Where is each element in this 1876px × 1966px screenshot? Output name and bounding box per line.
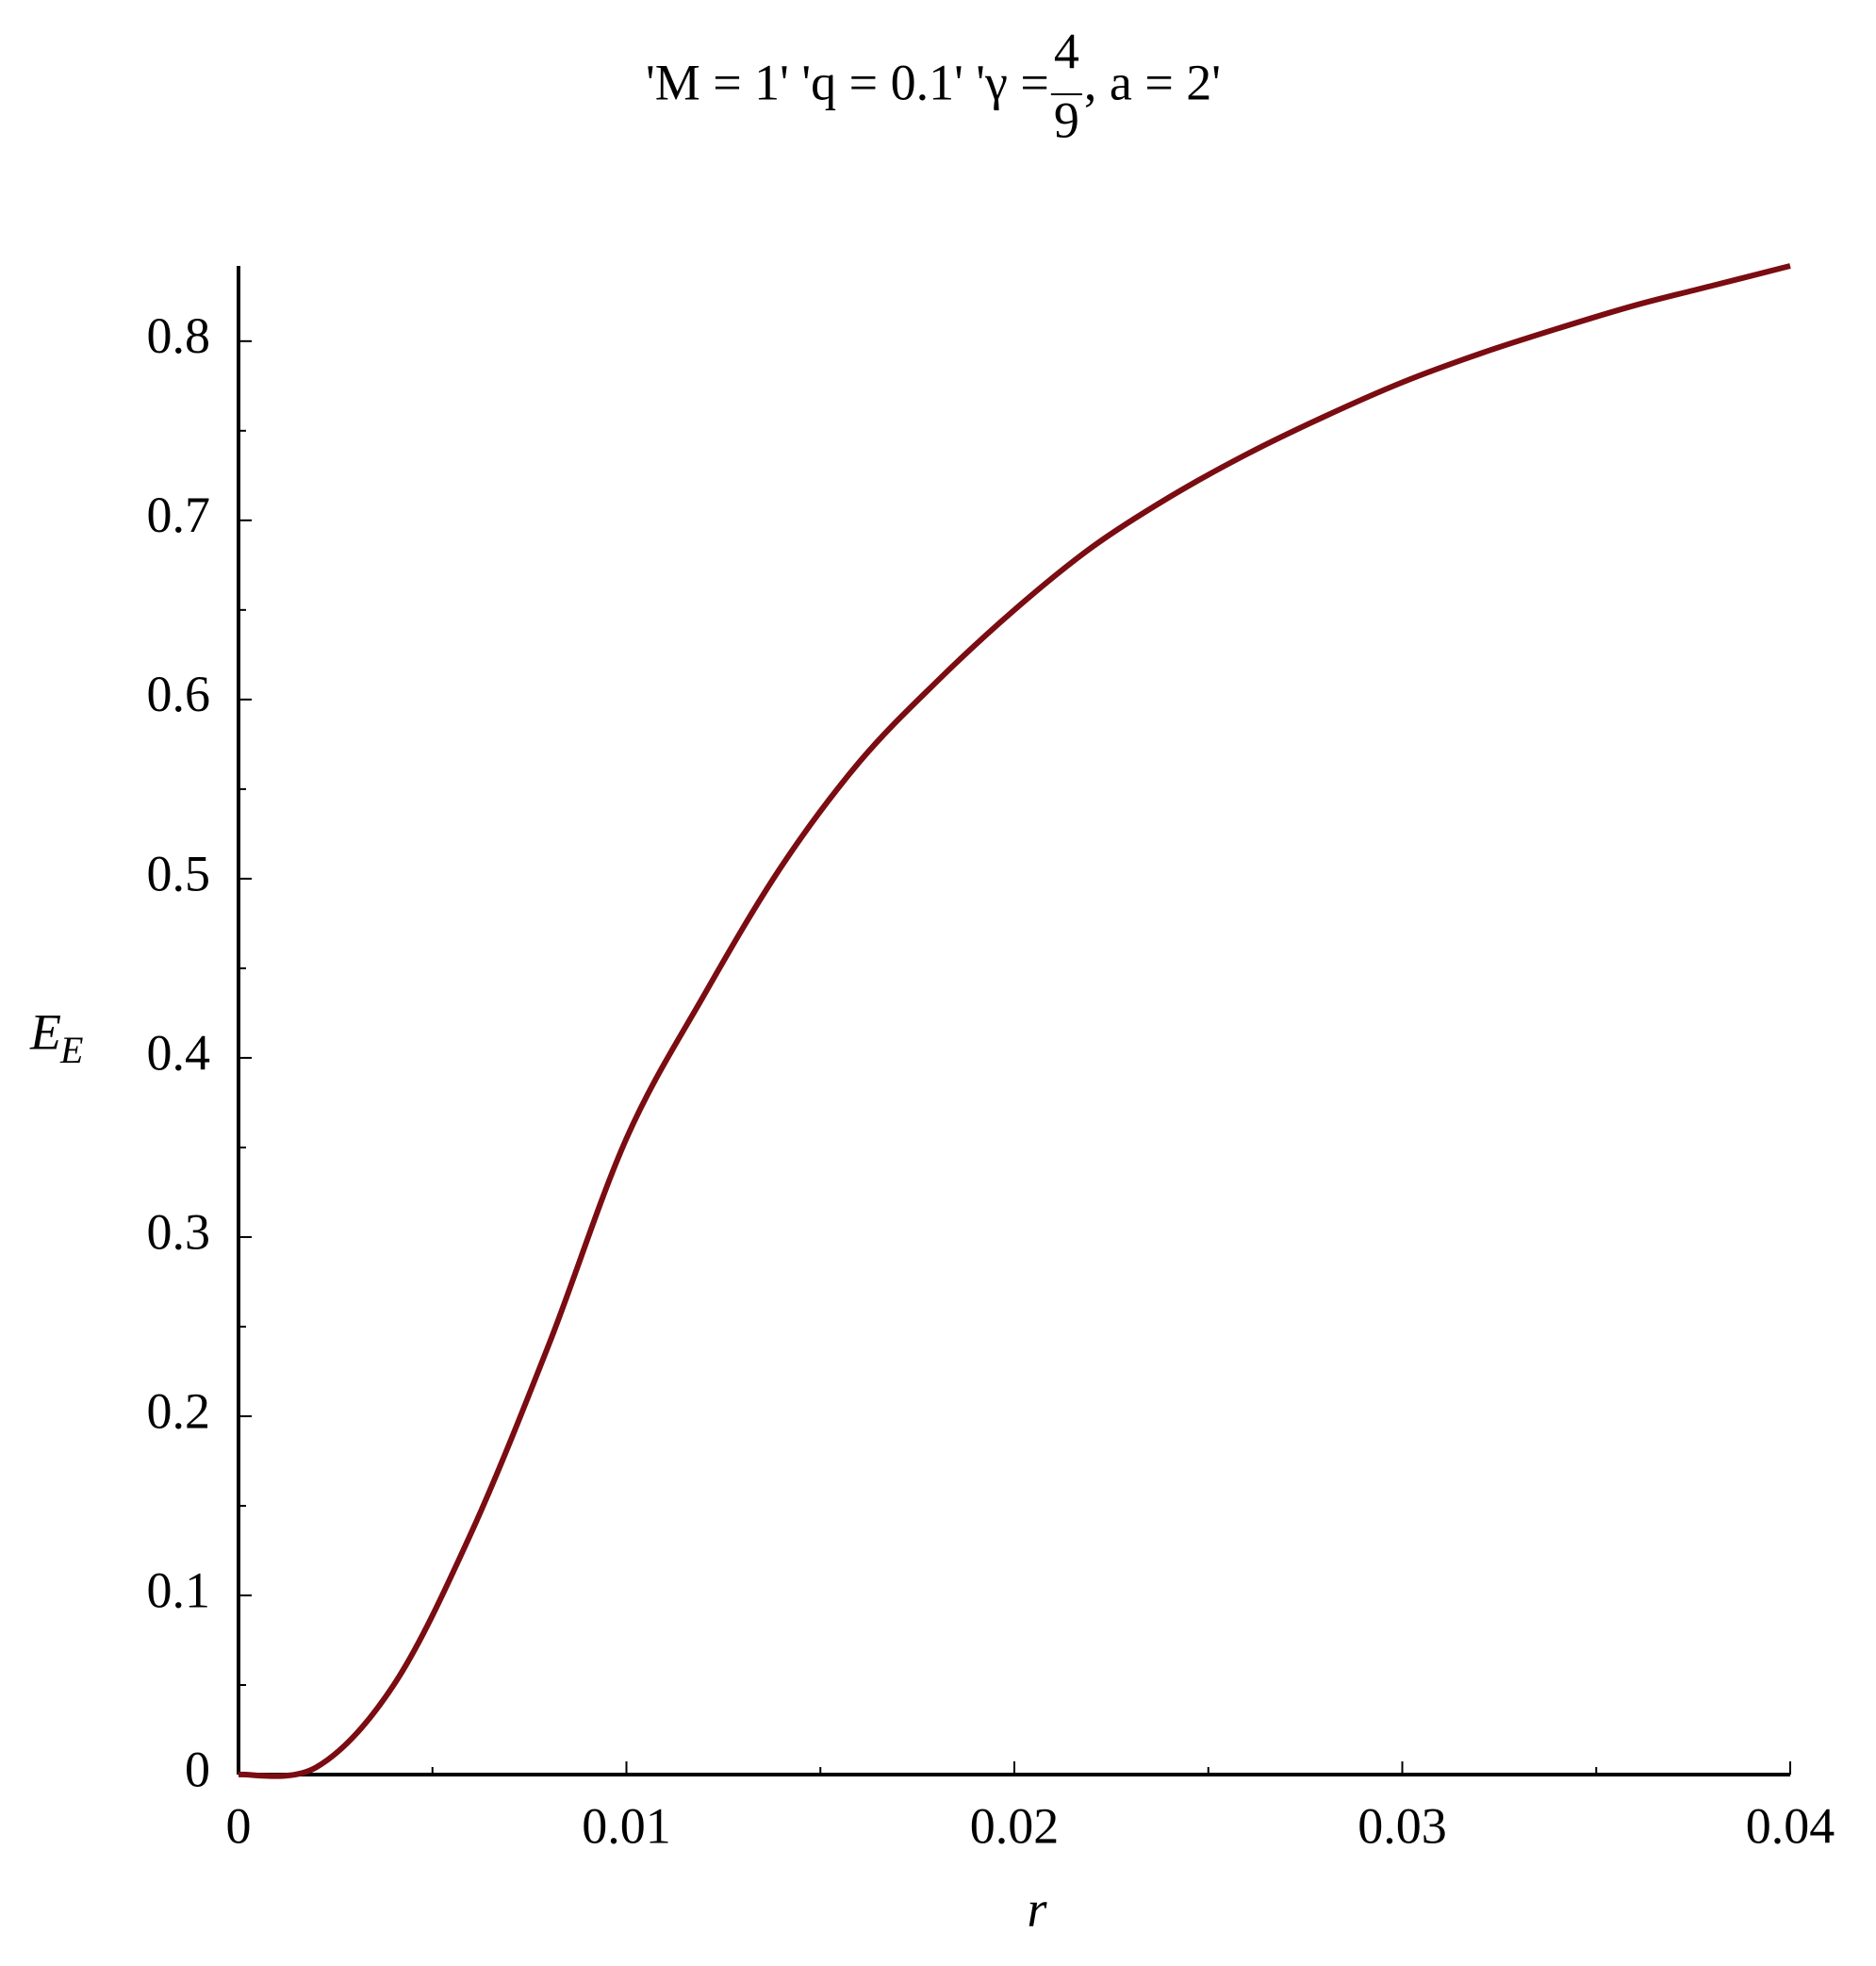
title-denominator: 9 bbox=[1054, 91, 1079, 148]
chart-title-end: , a = 2' bbox=[1084, 54, 1221, 110]
x-tick-label: 0.03 bbox=[1358, 1797, 1447, 1854]
x-tick-label: 0.02 bbox=[970, 1797, 1060, 1854]
y-tick-label: 0 bbox=[185, 1741, 210, 1797]
title-numerator: 4 bbox=[1054, 23, 1079, 79]
y-tick-label: 0.3 bbox=[147, 1203, 211, 1260]
y-tick-label: 0.5 bbox=[147, 845, 211, 901]
x-tick-label: 0.04 bbox=[1746, 1797, 1835, 1854]
y-tick-label: 0.2 bbox=[147, 1382, 211, 1439]
y-tick-label: 0.6 bbox=[147, 666, 211, 722]
y-axis-label-sub: E bbox=[59, 1029, 83, 1071]
chart-title: 'M = 1' 'q = 0.1' 'γ = bbox=[646, 54, 1049, 110]
y-tick-label: 0.7 bbox=[147, 487, 211, 543]
x-axis-label: r bbox=[1027, 1880, 1047, 1937]
line bbox=[238, 263, 1791, 1779]
y-tick-label: 0.4 bbox=[147, 1024, 211, 1081]
y-axis-label: E bbox=[29, 1003, 61, 1060]
y-tick-label: 0.8 bbox=[147, 307, 211, 364]
y-tick-label: 0.1 bbox=[147, 1561, 211, 1618]
x-tick-label: 0 bbox=[226, 1797, 252, 1854]
x-tick-label: 0.01 bbox=[582, 1797, 671, 1854]
